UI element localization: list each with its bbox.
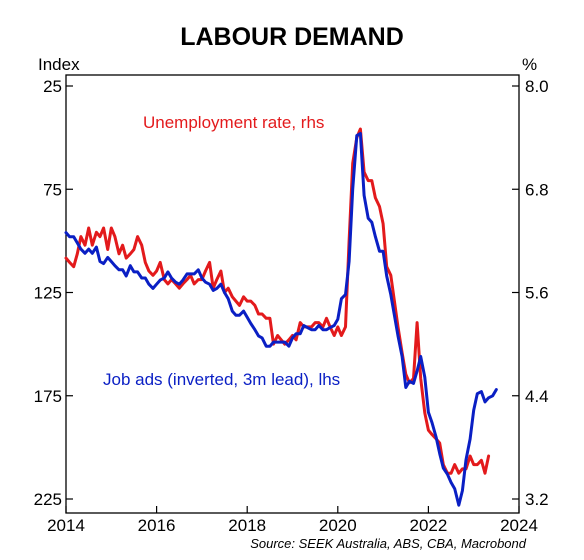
x-tick-label: 2014 bbox=[47, 516, 85, 535]
right-tick-label: 3.2 bbox=[525, 490, 549, 509]
source-note: Source: SEEK Australia, ABS, CBA, Macrob… bbox=[250, 536, 527, 551]
left-tick-label: 75 bbox=[43, 180, 62, 199]
series-lines bbox=[64, 127, 498, 507]
left-tick-label: 225 bbox=[34, 490, 62, 509]
left-tick-label: 125 bbox=[34, 284, 62, 303]
chart-title: LABOUR DEMAND bbox=[180, 23, 404, 51]
x-tick-label: 2016 bbox=[138, 516, 176, 535]
series-label-job-ads: Job ads (inverted, 3m lead), lhs bbox=[103, 370, 340, 389]
right-tick-label: 4.4 bbox=[525, 387, 549, 406]
job-ads-line bbox=[64, 132, 498, 507]
right-tick-label: 5.6 bbox=[525, 284, 549, 303]
x-tick-label: 2018 bbox=[228, 516, 266, 535]
right-tick-label: 8.0 bbox=[525, 77, 549, 96]
x-tick-label: 2020 bbox=[319, 516, 357, 535]
right-axis-unit: % bbox=[522, 55, 537, 74]
right-tick-label: 6.8 bbox=[525, 180, 549, 199]
x-tick-label: 2022 bbox=[409, 516, 447, 535]
unemployment-rate-line bbox=[64, 127, 491, 475]
left-tick-label: 25 bbox=[43, 77, 62, 96]
plot-frame bbox=[65, 74, 520, 514]
axis-ticks: 2014 2016 2018 2020 2022 2024 25 75 125 175 225 8.0… bbox=[34, 77, 549, 535]
left-axis-unit: Index bbox=[38, 55, 80, 74]
series-label-unemployment: Unemployment rate, rhs bbox=[143, 113, 324, 132]
left-tick-label: 175 bbox=[34, 387, 62, 406]
x-tick-label: 2024 bbox=[500, 516, 538, 535]
